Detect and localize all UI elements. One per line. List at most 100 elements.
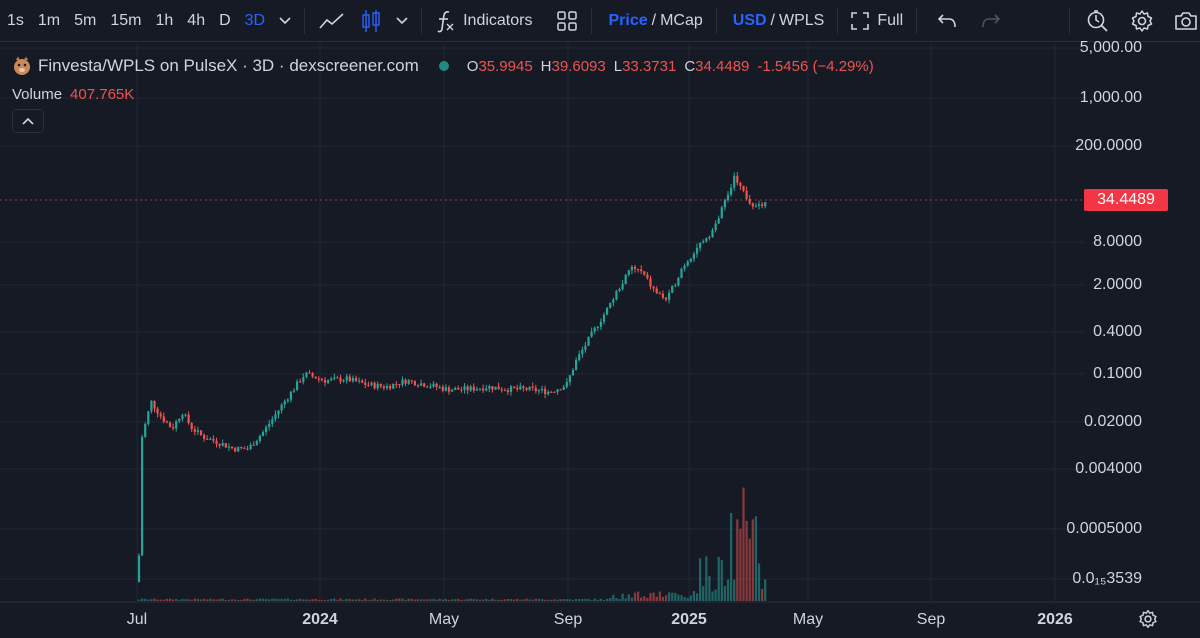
high-key: H	[540, 57, 552, 75]
volume-bar	[237, 599, 240, 601]
candle-body	[249, 444, 252, 450]
volume-bar	[416, 599, 420, 601]
volume-bar	[630, 597, 634, 601]
volume-bar	[457, 598, 460, 601]
volume-bar	[234, 599, 237, 601]
candle-body	[587, 336, 590, 346]
candle-body	[209, 438, 212, 440]
fullscreen-button[interactable]: Full	[844, 0, 910, 42]
candle-body	[640, 269, 643, 272]
price-mcap-toggle[interactable]: Price / MCap	[598, 0, 709, 42]
candle-body	[178, 418, 181, 422]
interval-5m[interactable]: 5m	[67, 0, 103, 42]
candle-body	[265, 427, 268, 432]
time-scale-label: 2026	[1037, 611, 1073, 628]
volume-bar	[401, 598, 404, 601]
candle-body	[522, 386, 525, 389]
candle-body	[305, 372, 308, 377]
candle-body	[224, 443, 227, 448]
candle-body	[609, 302, 612, 308]
volume-bar	[354, 599, 358, 601]
time-scale-label: 2024	[302, 611, 338, 628]
volume-bar	[274, 598, 277, 601]
volume-bar	[333, 598, 336, 601]
candle-body	[544, 388, 547, 395]
interval-4h[interactable]: 4h	[180, 0, 212, 42]
volume-bar	[497, 599, 500, 601]
time-scale-label: May	[792, 611, 824, 628]
candle-chart-button[interactable]	[353, 0, 389, 42]
volume-bar	[686, 597, 689, 601]
volume-bar	[726, 579, 730, 601]
volume-bar	[668, 592, 671, 601]
wpls-option[interactable]: WPLS	[779, 11, 825, 29]
volume-bar	[618, 598, 621, 601]
currency-toggle[interactable]: USD / WPLS	[723, 0, 832, 42]
candle-body	[348, 376, 351, 382]
volume-bar	[754, 516, 758, 601]
candle-body	[404, 379, 407, 384]
candle-body	[754, 205, 758, 207]
candle-body	[196, 430, 200, 432]
candle-body	[469, 386, 472, 391]
usd-option[interactable]: USD	[732, 11, 767, 29]
candle-body	[575, 359, 578, 370]
volume-bar	[255, 599, 258, 601]
layouts-button[interactable]	[549, 0, 585, 42]
volume-bar	[283, 598, 286, 601]
mcap-option[interactable]: MCap	[660, 11, 703, 29]
candle-body	[494, 386, 497, 390]
interval-1m[interactable]: 1m	[31, 0, 67, 42]
candle-body	[258, 435, 262, 442]
quick-search-button[interactable]	[1076, 0, 1120, 42]
candle-body	[327, 380, 330, 383]
candle-body	[420, 383, 423, 386]
interval-1h[interactable]: 1h	[149, 0, 181, 42]
volume-bar	[423, 599, 426, 601]
volume-bar	[435, 599, 438, 601]
volume-bar	[187, 599, 190, 601]
fullscreen-icon	[851, 11, 870, 30]
interval-15m[interactable]: 15m	[103, 0, 148, 42]
volume-bar	[646, 597, 649, 601]
volume-bar	[373, 598, 376, 601]
settings-button[interactable]	[1120, 0, 1164, 42]
candle-body	[652, 286, 655, 289]
top-toolbar: 1s 1m 5m 15m 1h 4h D 3D Indicators	[0, 0, 1200, 42]
undo-button[interactable]	[923, 0, 971, 42]
price-option[interactable]: Price	[608, 11, 648, 29]
chart-type-dropdown[interactable]	[389, 0, 415, 42]
volume-bar	[516, 598, 519, 601]
volume-bar	[227, 599, 231, 601]
candle-body	[547, 391, 550, 395]
candle-body	[444, 387, 448, 391]
redo-button[interactable]	[971, 0, 1011, 42]
line-chart-button[interactable]	[311, 0, 353, 42]
indicators-button[interactable]: Indicators	[428, 0, 539, 42]
candle-body	[289, 391, 293, 400]
volume-bar	[661, 596, 665, 601]
interval-3d[interactable]: 3D	[238, 0, 272, 42]
candle-body	[742, 185, 745, 191]
volume-bar	[599, 598, 603, 601]
collapse-legend-button[interactable]	[12, 109, 44, 133]
screenshot-button[interactable]	[1164, 0, 1200, 42]
candle-body	[615, 291, 618, 300]
scale-settings-button[interactable]	[1138, 609, 1158, 629]
chevron-up-icon	[22, 117, 34, 125]
interval-dropdown[interactable]	[272, 0, 298, 42]
function-icon	[437, 10, 454, 32]
candle-body	[172, 427, 175, 429]
volume-bar	[739, 528, 742, 601]
interval-d[interactable]: D	[212, 0, 238, 42]
candle-body	[553, 391, 556, 393]
candle-body	[488, 386, 491, 389]
candle-body	[271, 419, 274, 424]
price-scale-label: 2.0000	[1093, 276, 1142, 293]
interval-1s[interactable]: 1s	[0, 0, 31, 42]
volume-bar	[438, 598, 441, 601]
volume-bar	[562, 599, 565, 601]
volume-bar	[429, 599, 432, 601]
volume-bar	[695, 593, 699, 601]
